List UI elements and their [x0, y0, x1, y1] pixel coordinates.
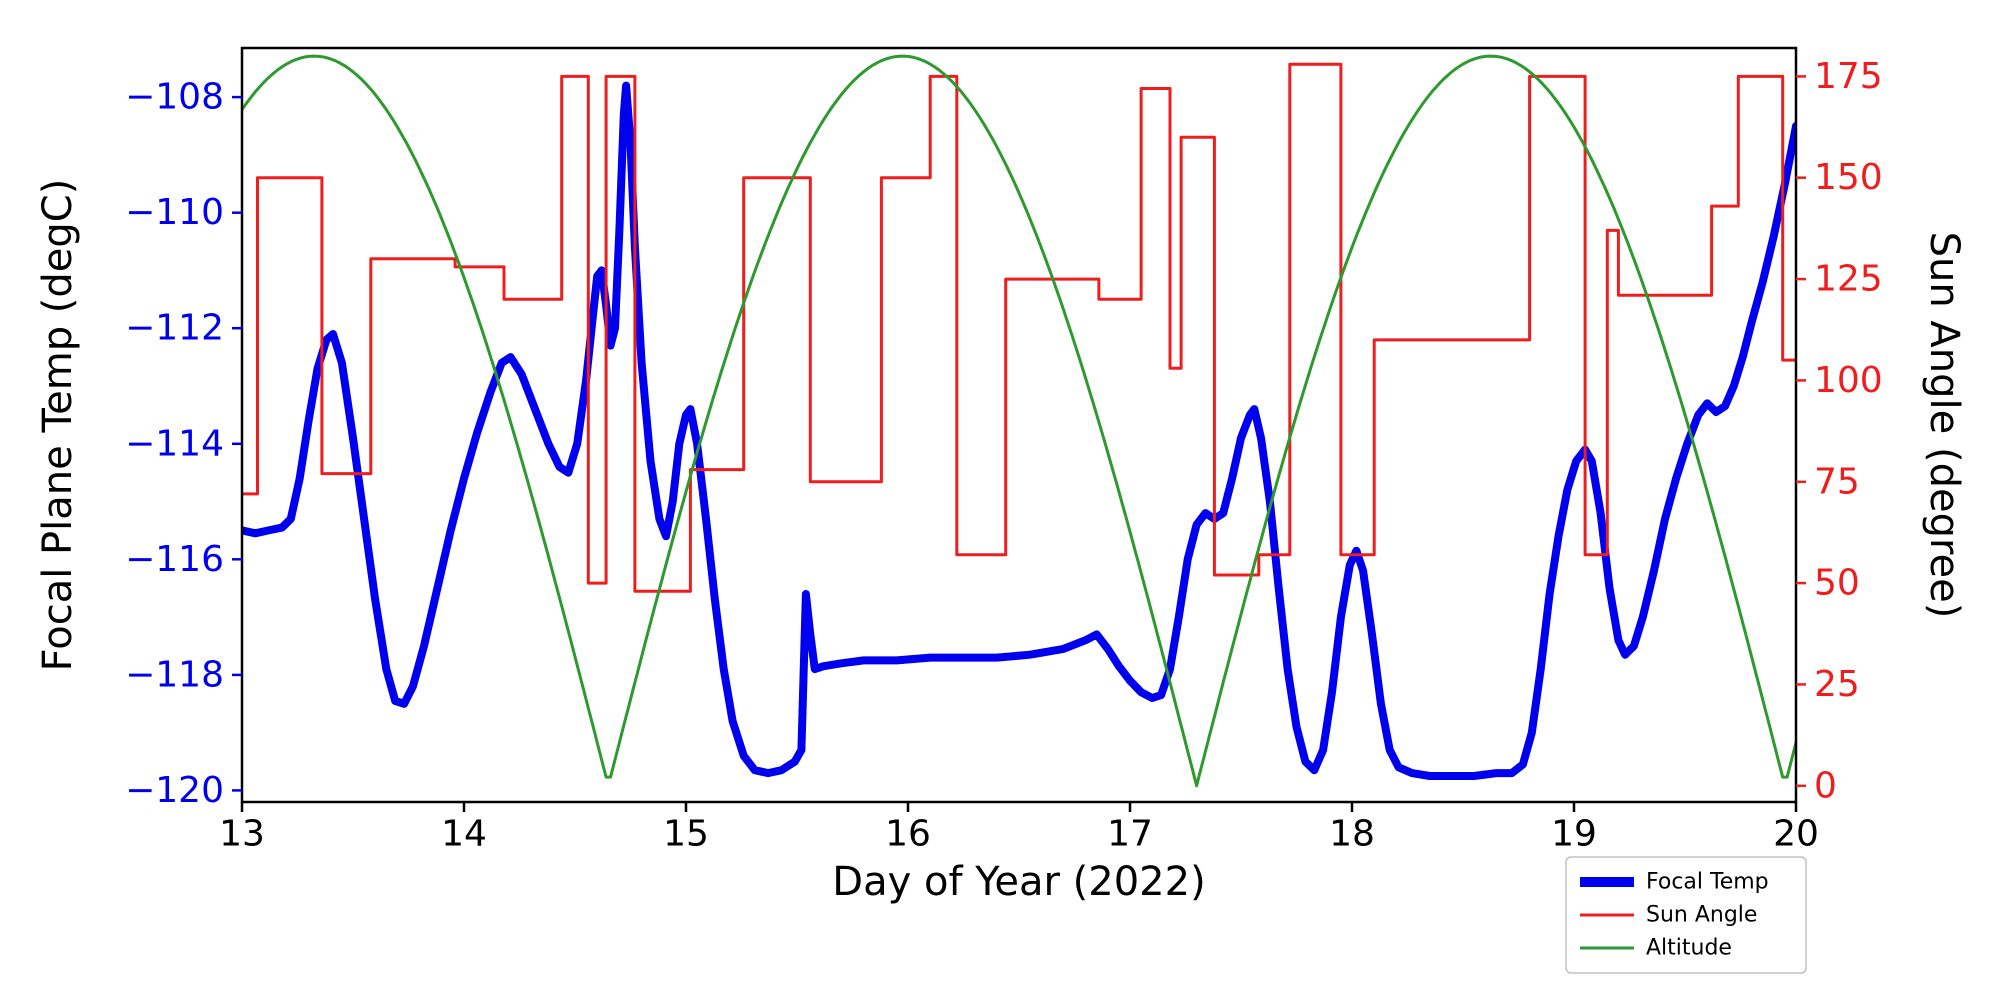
plot-series-group	[242, 54, 1796, 788]
x-tick-label: 17	[1107, 814, 1153, 855]
y-left-tick-label: −118	[125, 654, 224, 695]
y-right-tick-label: 0	[1814, 765, 1837, 806]
y-left-tick-label: −120	[125, 770, 224, 811]
legend: Focal Temp Sun Angle Altitude	[1565, 856, 1807, 974]
y-left-tick-label: −108	[125, 77, 224, 118]
y-left-tick-label: −112	[125, 308, 224, 349]
x-axis-label: Day of Year (2022)	[832, 859, 1205, 905]
x-tick-label: 15	[663, 814, 709, 855]
x-tick-label: 20	[1773, 814, 1819, 855]
x-tick-label: 16	[885, 814, 931, 855]
y-right-tick-label: 50	[1814, 563, 1860, 604]
y-left-tick-label: −116	[125, 539, 224, 580]
x-tick-label: 13	[219, 814, 265, 855]
legend-label-sun-angle: Sun Angle	[1646, 903, 1757, 928]
x-tick-label: 19	[1551, 814, 1597, 855]
axes-frame	[240, 46, 1798, 804]
y-right-tick-label: 125	[1814, 259, 1883, 300]
y-right-tick-label: 150	[1814, 157, 1883, 198]
y-left-tick-label: −114	[125, 423, 224, 464]
y-left-axis-label: Focal Plane Temp (degC)	[35, 179, 81, 672]
y-left-tick-label: −110	[125, 192, 224, 233]
y-right-tick-label: 25	[1814, 664, 1860, 705]
series-focal-temp	[242, 81, 1796, 780]
y-right-tick-label: 75	[1814, 461, 1860, 502]
legend-label-focal-temp: Focal Temp	[1646, 870, 1769, 895]
x-tick-label: 14	[441, 814, 487, 855]
y-right-tick-label: 175	[1814, 56, 1883, 97]
series-altitude	[242, 54, 1796, 788]
y-right-tick-label: 100	[1814, 360, 1883, 401]
x-tick-label: 18	[1329, 814, 1375, 855]
y-right-axis-label: Sun Angle (degree)	[1921, 232, 1967, 619]
legend-label-altitude: Altitude	[1646, 936, 1732, 961]
